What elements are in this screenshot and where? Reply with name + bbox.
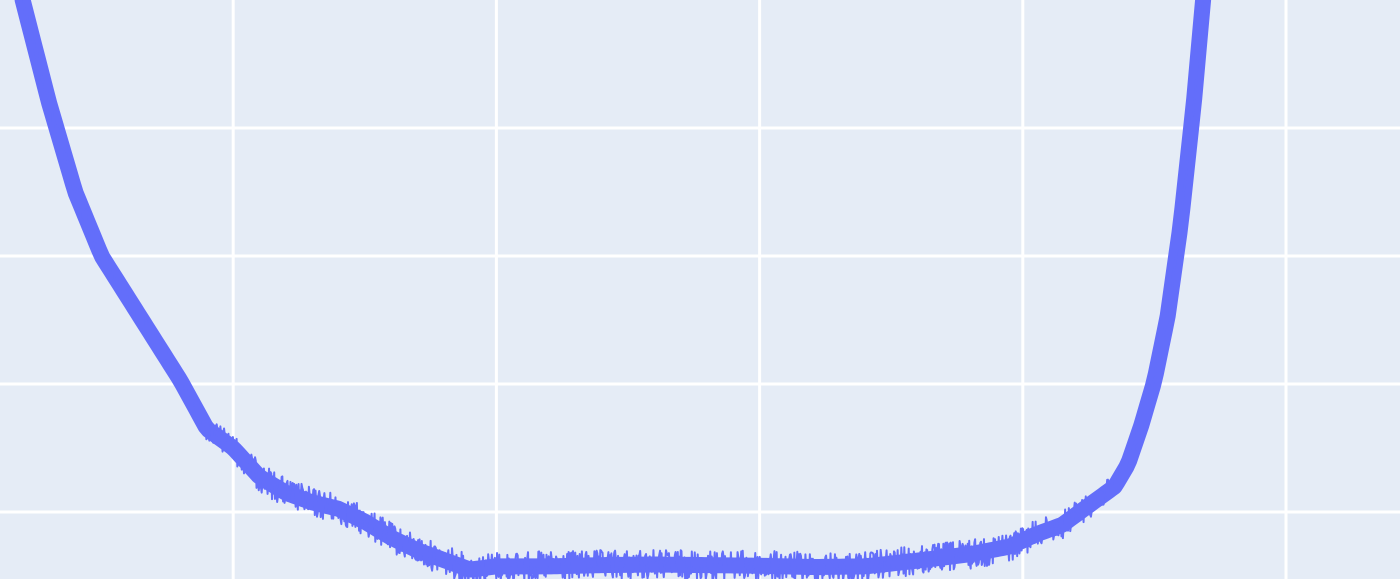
series-layer [14, 0, 1212, 579]
series-1-line [21, 0, 1205, 579]
series-1-band-core [14, 0, 1212, 578]
